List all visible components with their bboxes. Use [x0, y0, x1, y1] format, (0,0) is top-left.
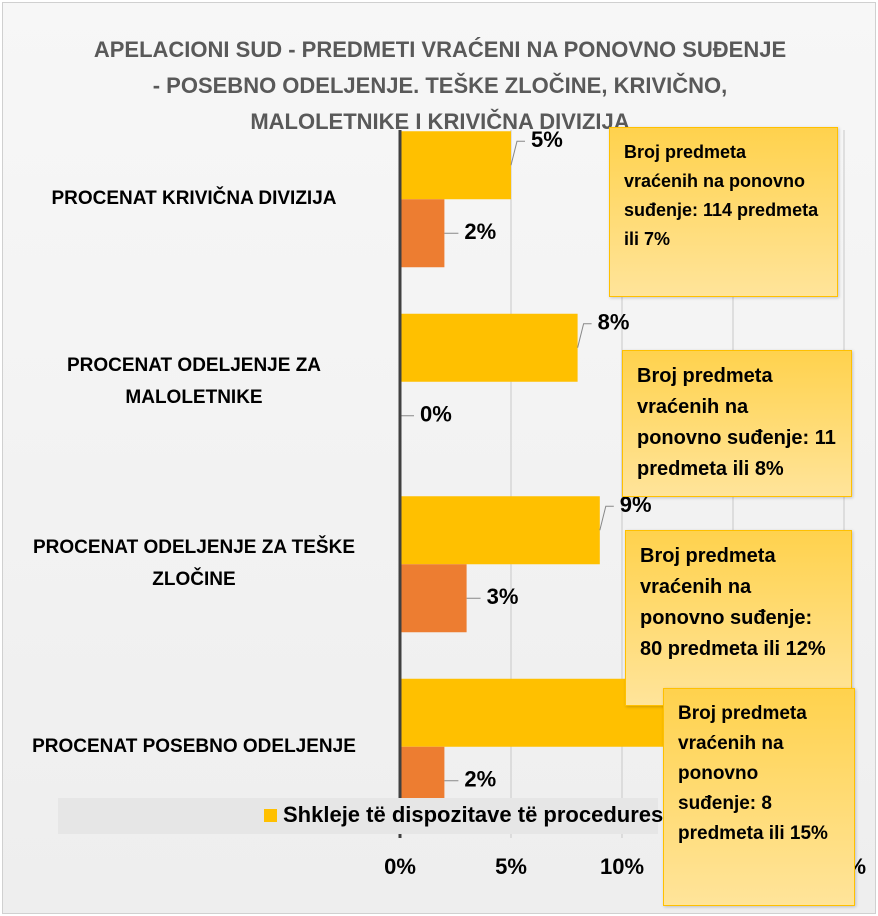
- bar: [400, 564, 467, 633]
- x-tick-label: 0%: [384, 854, 416, 879]
- x-tick-label: 5%: [495, 854, 527, 879]
- category-label: PROCENAT KRIVIČNA DIVIZIJA: [51, 188, 337, 210]
- bar: [400, 313, 578, 382]
- leader-line: [599, 505, 614, 531]
- annotation-box: Broj predmeta vraćenih na ponovno suđenj…: [609, 127, 838, 297]
- bar: [400, 199, 445, 268]
- data-label: 2%: [464, 767, 496, 792]
- data-label: 8%: [598, 310, 630, 335]
- category-label: PROCENAT ODELJENJE ZA TEŠKE ZLOČINE: [33, 537, 355, 591]
- chart-title: APELACIONI SUD - PREDMETI VRAĆENI NA PON…: [93, 37, 787, 134]
- data-label: 5%: [531, 127, 563, 152]
- annotation-box: Broj predmeta vraćenih na ponovno suđenj…: [622, 350, 852, 497]
- data-label: 3%: [487, 584, 519, 609]
- data-label: 0%: [420, 402, 452, 427]
- category-label: PROCENAT ODELJENJE ZA MALOLETNIKE: [66, 354, 322, 408]
- bar: [400, 131, 511, 200]
- legend-label: Shkleje të dispozitave të procedures: [283, 802, 663, 827]
- data-label: 2%: [464, 219, 496, 244]
- annotation-box: Broj predmeta vraćenih na ponovno suđenj…: [663, 688, 855, 906]
- category-label: PROCENAT POSEBNO ODELJENJE: [32, 735, 356, 757]
- annotation-box: Broj predmeta vraćenih na ponovno suđenj…: [625, 530, 852, 706]
- leader-line: [577, 323, 592, 348]
- bar: [400, 496, 600, 565]
- leader-line: [510, 140, 525, 166]
- x-tick-label: 10%: [600, 854, 644, 879]
- legend-swatch: [264, 809, 277, 822]
- legend-background: [58, 798, 658, 834]
- bar: [400, 678, 667, 747]
